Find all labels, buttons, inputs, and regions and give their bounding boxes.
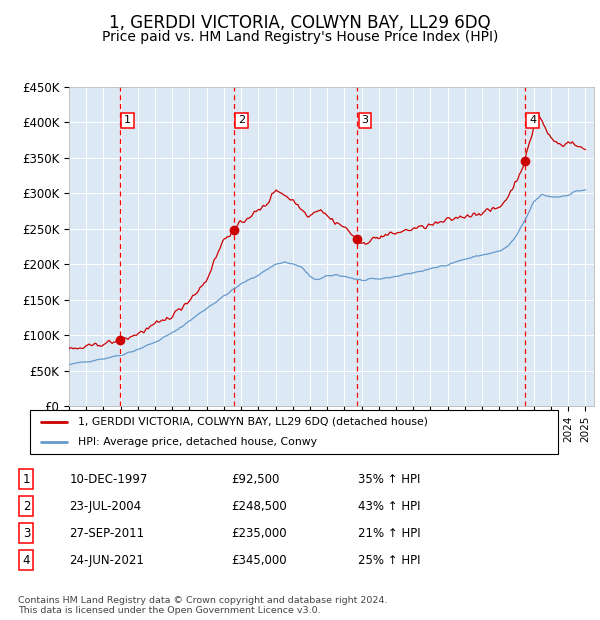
Text: 1: 1 xyxy=(124,115,131,125)
Text: £345,000: £345,000 xyxy=(231,554,287,567)
Text: 1, GERDDI VICTORIA, COLWYN BAY, LL29 6DQ: 1, GERDDI VICTORIA, COLWYN BAY, LL29 6DQ xyxy=(109,14,491,32)
Text: 4: 4 xyxy=(529,115,536,125)
Text: 43% ↑ HPI: 43% ↑ HPI xyxy=(358,500,420,513)
Text: 23-JUL-2004: 23-JUL-2004 xyxy=(70,500,142,513)
Text: 2: 2 xyxy=(238,115,245,125)
Text: 4: 4 xyxy=(23,554,30,567)
Text: 27-SEP-2011: 27-SEP-2011 xyxy=(70,526,145,539)
Text: 3: 3 xyxy=(23,526,30,539)
Text: 1, GERDDI VICTORIA, COLWYN BAY, LL29 6DQ (detached house): 1, GERDDI VICTORIA, COLWYN BAY, LL29 6DQ… xyxy=(77,417,428,427)
Text: HPI: Average price, detached house, Conwy: HPI: Average price, detached house, Conw… xyxy=(77,437,317,448)
Text: £248,500: £248,500 xyxy=(231,500,287,513)
Text: 2: 2 xyxy=(23,500,30,513)
Text: £92,500: £92,500 xyxy=(231,472,279,485)
Text: 1: 1 xyxy=(23,472,30,485)
Text: 10-DEC-1997: 10-DEC-1997 xyxy=(70,472,148,485)
Text: Contains HM Land Registry data © Crown copyright and database right 2024.
This d: Contains HM Land Registry data © Crown c… xyxy=(18,596,388,615)
Text: 35% ↑ HPI: 35% ↑ HPI xyxy=(358,472,420,485)
Text: 21% ↑ HPI: 21% ↑ HPI xyxy=(358,526,420,539)
Text: 3: 3 xyxy=(361,115,368,125)
Text: 24-JUN-2021: 24-JUN-2021 xyxy=(70,554,145,567)
Text: £235,000: £235,000 xyxy=(231,526,287,539)
Text: Price paid vs. HM Land Registry's House Price Index (HPI): Price paid vs. HM Land Registry's House … xyxy=(102,30,498,44)
Text: 25% ↑ HPI: 25% ↑ HPI xyxy=(358,554,420,567)
